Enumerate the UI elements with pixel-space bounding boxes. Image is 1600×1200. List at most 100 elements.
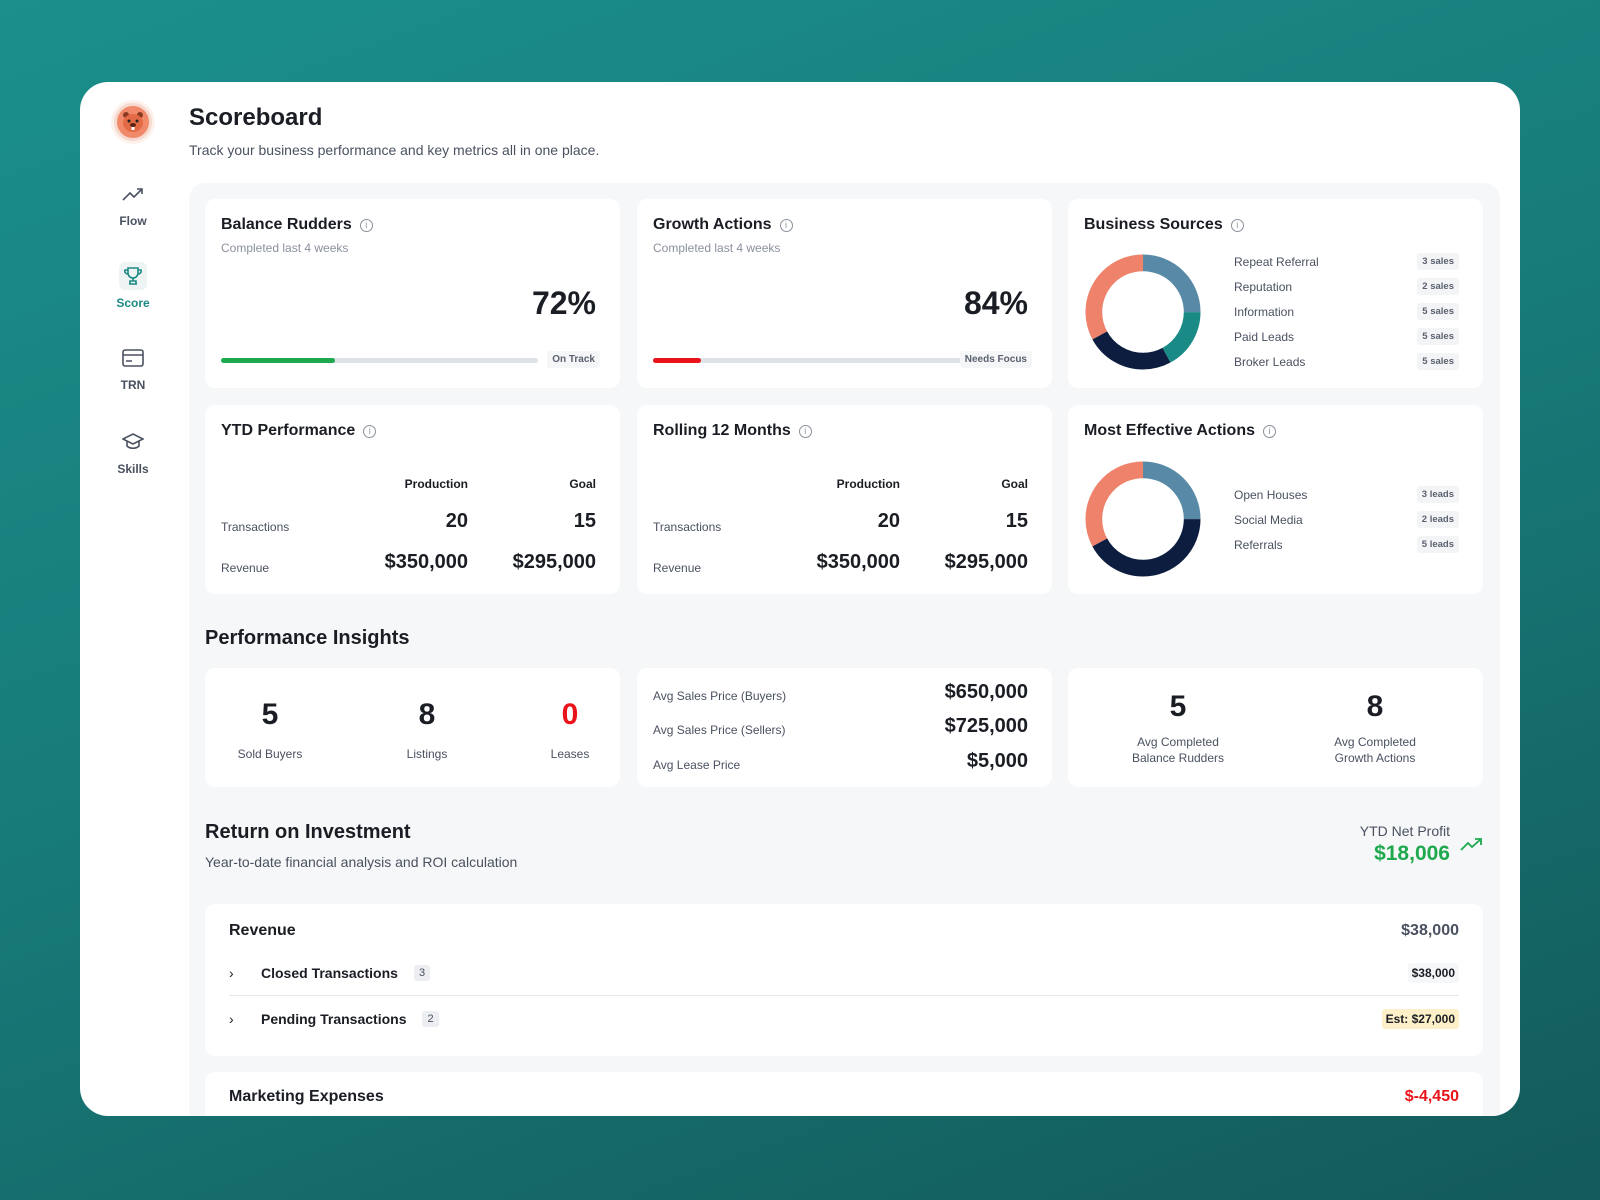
percent-value: 84% (963, 285, 1028, 321)
balance-rudders-card: Balance Rudders i Completed last 4 weeks … (205, 199, 620, 388)
closed-transactions-row[interactable]: › Closed Transactions 3 $38,000 (229, 960, 1459, 986)
progress-bar (221, 358, 538, 363)
info-icon[interactable]: i (1230, 218, 1244, 232)
donut-segment (1085, 461, 1201, 577)
production-value: $350,000 (384, 551, 468, 573)
chevron-right-icon[interactable]: › (229, 965, 234, 981)
legend-item: Open Houses 3 leads (1234, 482, 1459, 507)
card-title: Business Sources (1084, 216, 1223, 233)
count-label: Listings (406, 747, 448, 761)
sidebar-item-label: Skills (117, 462, 149, 476)
info-icon[interactable]: i (359, 218, 373, 232)
price-label: Avg Sales Price (Sellers) (653, 723, 786, 737)
sidebar-item-flow[interactable]: Flow (94, 180, 172, 228)
marketing-expenses-card: Marketing Expenses $-4,450 (205, 1072, 1483, 1116)
roi-subtitle: Year-to-date financial analysis and ROI … (205, 854, 518, 870)
avg-prices-card: Avg Sales Price (Buyers) $650,000 Avg Sa… (637, 668, 1052, 787)
legend-count: 5 sales (1417, 353, 1459, 370)
section-title: Performance Insights (205, 627, 410, 649)
ytd-performance-card: YTD Performance i Production Goal Transac… (205, 405, 620, 594)
card-title: YTD Performance (221, 422, 356, 439)
beaver-logo[interactable] (114, 103, 152, 141)
label-line: Growth Actions (1334, 751, 1416, 765)
avg-balance-value: 5 (1169, 690, 1187, 723)
count-badge: 3 (413, 965, 431, 981)
status-badge: On Track (547, 351, 600, 368)
legend-label: Repeat Referral (1234, 254, 1319, 269)
content-area: Balance Rudders i Completed last 4 weeks … (189, 183, 1500, 1116)
sources-legend: Repeat Referral 3 sales Reputation 2 sales… (1234, 249, 1459, 374)
legend-item: Social Media 2 leads (1234, 507, 1459, 532)
most-effective-actions-card: Most Effective Actions i Open Houses 3 lea… (1068, 405, 1483, 594)
graduation-cap-icon (119, 428, 147, 456)
price-value: $5,000 (966, 750, 1028, 772)
row-label: Transactions (653, 520, 722, 534)
sidebar-item-trn[interactable]: TRN (94, 344, 172, 392)
legend-count: 3 leads (1416, 486, 1459, 503)
estimate-badge: Est: $27,000 (1381, 1009, 1459, 1029)
chevron-right-icon[interactable]: › (229, 1011, 234, 1027)
legend-label: Reputation (1234, 279, 1293, 294)
legend-label: Paid Leads (1234, 329, 1295, 344)
averages-card: 5 Avg Completed Balance Rudders 8 Avg Com… (1068, 668, 1483, 787)
row-label: Pending Transactions (261, 1011, 407, 1027)
column-header: Goal (1001, 477, 1028, 491)
business-sources-card: Business Sources i Repeat Referral 3 sales… (1068, 199, 1483, 388)
production-value: 20 (445, 510, 468, 532)
legend-item: Paid Leads 5 sales (1234, 324, 1459, 349)
row-label: Transactions (221, 520, 290, 534)
sold-buyers-count: 5 (261, 698, 279, 731)
progress-bar (653, 358, 970, 363)
info-icon[interactable]: i (1263, 424, 1276, 438)
goal-value: $295,000 (944, 551, 1028, 573)
price-label: Avg Lease Price (653, 758, 741, 772)
legend-item: Broker Leads 5 sales (1234, 349, 1459, 374)
donut-segment (1085, 254, 1201, 370)
card-title: Balance Rudders (221, 216, 352, 233)
pending-transactions-row[interactable]: › Pending Transactions 2 Est: $27,000 (229, 1006, 1459, 1032)
progress-fill (221, 358, 336, 363)
label-line: Avg Completed (1137, 735, 1219, 749)
card-icon (119, 344, 147, 372)
revenue-card: Revenue $38,000 › Closed Transactions 3 … (205, 904, 1483, 1056)
info-icon[interactable]: i (363, 424, 377, 438)
label-line: Balance Rudders (1131, 751, 1225, 765)
column-header: Production (404, 477, 468, 491)
card-subtitle: Completed last 4 weeks (221, 241, 349, 255)
label-line: Avg Completed (1334, 735, 1416, 749)
counts-card: 5 Sold Buyers 8 Listings 0 Leases (205, 668, 620, 787)
sidebar-item-skills[interactable]: Skills (94, 428, 172, 476)
trophy-icon (119, 262, 147, 290)
revenue-header: Revenue $38,000 (229, 920, 1459, 942)
goal-value: 15 (573, 510, 596, 532)
leases-count: 0 (561, 698, 579, 731)
donut-segment (1085, 254, 1201, 370)
business-sources-donut (1085, 254, 1201, 370)
roi-title: Return on Investment (205, 821, 411, 843)
legend-label: Referrals (1234, 537, 1283, 552)
avg-balance-label: Avg Completed Balance Rudders (1108, 734, 1248, 766)
actions-legend: Open Houses 3 leads Social Media 2 leads R… (1234, 482, 1459, 557)
marketing-label: Marketing Expenses (229, 1088, 384, 1105)
trending-up-icon (119, 180, 147, 208)
card-title: Growth Actions (653, 216, 772, 233)
legend-label: Broker Leads (1234, 354, 1306, 369)
revenue-label: Revenue (229, 922, 296, 939)
legend-label: Open Houses (1234, 487, 1308, 502)
sidebar-item-score[interactable]: Score (94, 262, 172, 310)
rolling-12-months-card: Rolling 12 Months i Production Goal Trans… (637, 405, 1052, 594)
marketing-total: $-4,450 (1404, 1088, 1459, 1105)
percent-value: 72% (531, 285, 596, 321)
progress-fill (653, 358, 701, 363)
status-badge: Needs Focus (959, 351, 1032, 368)
legend-count: 2 leads (1416, 511, 1459, 528)
count-badge: 2 (422, 1011, 439, 1027)
legend-count: 5 sales (1417, 303, 1459, 320)
sidebar-item-label: TRN (120, 378, 146, 392)
avg-growth-value: 8 (1366, 690, 1384, 723)
page-subtitle: Track your business performance and key … (189, 142, 600, 158)
info-icon[interactable]: i (798, 424, 812, 438)
legend-item: Reputation 2 sales (1234, 274, 1459, 299)
info-icon[interactable]: i (779, 218, 793, 232)
count-label: Sold Buyers (237, 747, 303, 761)
